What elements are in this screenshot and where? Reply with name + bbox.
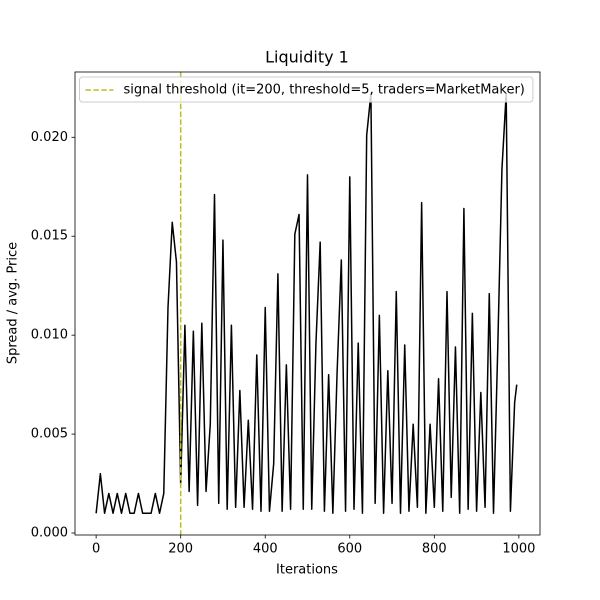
y-axis-label: Spread / avg. Price [6,242,21,364]
y-tick-label: 0.020 [31,130,68,145]
chart-title: Liquidity 1 [265,48,349,67]
x-axis-label: Iterations [276,563,338,578]
plot-frame [74,71,541,536]
x-tick-label: 400 [253,542,278,557]
y-tick-label: 0.005 [31,427,68,442]
x-tick-label: 200 [168,542,193,557]
y-tick-label: 0.015 [31,229,68,244]
x-tick-label: 1000 [502,542,535,557]
y-tick-label: 0.010 [31,328,68,343]
x-tick-label: 0 [92,542,100,557]
legend-box [79,76,534,103]
x-tick-label: 600 [337,542,362,557]
data-line [95,93,518,514]
y-tick-label: 0.000 [31,526,68,541]
x-tick-label: 800 [422,542,447,557]
legend-label: signal threshold (it=200, threshold=5, t… [124,83,525,98]
